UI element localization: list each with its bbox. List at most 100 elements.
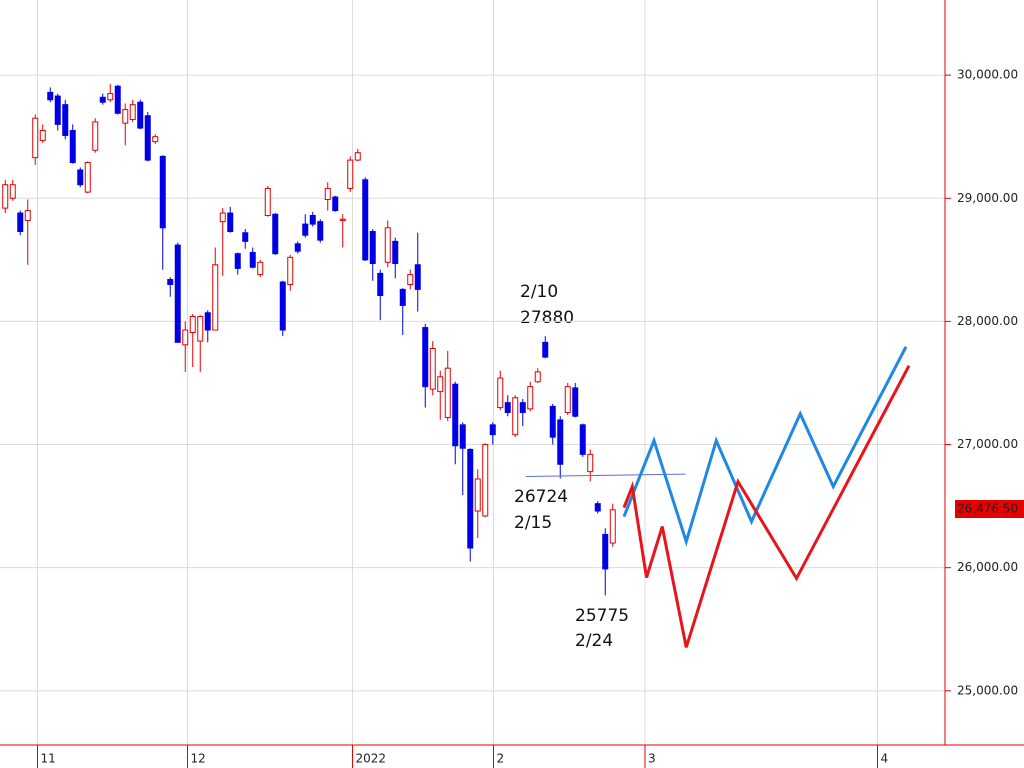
candle-body — [69, 130, 76, 164]
candle-body — [39, 130, 46, 141]
candle-body — [324, 187, 331, 200]
candle-body — [242, 232, 249, 242]
candle-body — [332, 196, 339, 212]
y-tick-label: 29,000.00 — [957, 191, 1018, 205]
candle-body — [399, 288, 406, 306]
x-tick-label: 4 — [881, 752, 889, 766]
candle-body — [369, 231, 376, 265]
x-tick-label: 2 — [497, 752, 505, 766]
candle-body — [84, 162, 91, 193]
candle-body — [197, 315, 204, 342]
candle-body — [2, 184, 9, 209]
annotation: 2/24 — [575, 631, 613, 651]
annotation: 2/10 — [520, 282, 558, 302]
y-tick-label: 28,000.00 — [957, 314, 1018, 328]
candle-body — [587, 453, 594, 473]
candle-body — [309, 214, 316, 225]
y-tick-label: 26,000.00 — [957, 560, 1018, 574]
y-tick-label: 30,000.00 — [957, 68, 1018, 82]
x-tick-label: 12 — [191, 752, 206, 766]
candle-body — [167, 279, 174, 285]
candle-body — [549, 405, 556, 438]
candle-body — [579, 424, 586, 455]
candle-body — [377, 272, 384, 297]
candle-body — [152, 136, 159, 143]
candle-body — [354, 152, 361, 161]
candle-body — [429, 347, 436, 390]
candle-body — [264, 187, 271, 216]
candle-body — [602, 533, 609, 570]
candle-body — [62, 104, 69, 136]
candle-body — [92, 121, 99, 151]
candle-body — [557, 419, 564, 465]
candle-body — [444, 367, 451, 418]
candle-body — [249, 251, 256, 268]
candle-body — [474, 478, 481, 512]
candle-body — [564, 386, 571, 414]
candle-body — [189, 315, 196, 333]
candle-body — [384, 227, 391, 263]
y-tick-label: 25,000.00 — [957, 683, 1018, 697]
candle-body — [437, 376, 444, 393]
x-tick-label: 11 — [41, 752, 56, 766]
candle-body — [114, 85, 121, 114]
candle-body — [414, 264, 421, 290]
candle-body — [504, 402, 511, 414]
candle-body — [9, 184, 16, 199]
x-tick-label: 3 — [648, 752, 656, 766]
annotation: 26724 — [514, 487, 568, 507]
candle-body — [452, 383, 459, 447]
candle-body — [212, 264, 219, 331]
candle-body — [219, 212, 226, 223]
candle-body — [422, 327, 429, 388]
candle-body — [129, 104, 136, 120]
candle-body — [512, 397, 519, 436]
level-line — [525, 473, 686, 478]
annotation: 25775 — [575, 606, 629, 626]
x-tick-label: 2022 — [356, 752, 387, 766]
candle-body — [204, 312, 211, 331]
candle-body — [609, 509, 616, 544]
candle-body — [294, 243, 301, 252]
candle-body — [392, 240, 399, 265]
candle-body — [459, 424, 466, 449]
candle-body — [99, 96, 106, 103]
candle-body — [534, 371, 541, 383]
last-price-box — [955, 500, 1024, 519]
candle-body — [24, 210, 31, 221]
candle-body — [572, 387, 579, 417]
candle-body — [542, 341, 549, 358]
y-tick-label: 27,000.00 — [957, 437, 1018, 451]
candle-body — [287, 256, 294, 285]
candle-body — [497, 377, 504, 409]
candle-body — [302, 223, 309, 236]
candle-body — [489, 424, 496, 436]
candle-body — [317, 221, 324, 241]
candle-body — [137, 101, 144, 129]
candle-body — [467, 448, 474, 549]
candle-body — [347, 159, 354, 189]
candle-body — [594, 503, 601, 512]
annotation: 2/15 — [514, 513, 552, 533]
annotation: 27880 — [520, 308, 574, 328]
candle-body — [47, 91, 54, 101]
candle-body — [107, 93, 114, 101]
candle-body — [272, 213, 279, 255]
candle-body — [32, 117, 39, 159]
candle-body — [174, 244, 181, 343]
candle-body — [407, 274, 414, 285]
candle-body — [17, 212, 24, 233]
candle-body — [77, 169, 84, 186]
candle-body — [362, 179, 369, 261]
candle-body — [482, 444, 489, 517]
candle-body — [144, 115, 151, 161]
candle-body — [54, 95, 61, 125]
candle-body — [159, 155, 166, 229]
candle-body — [519, 402, 526, 414]
candle-body — [227, 212, 234, 233]
candle-body — [234, 253, 241, 269]
candle-body — [339, 218, 346, 221]
projection-line — [622, 365, 911, 648]
candle-body — [527, 386, 534, 410]
